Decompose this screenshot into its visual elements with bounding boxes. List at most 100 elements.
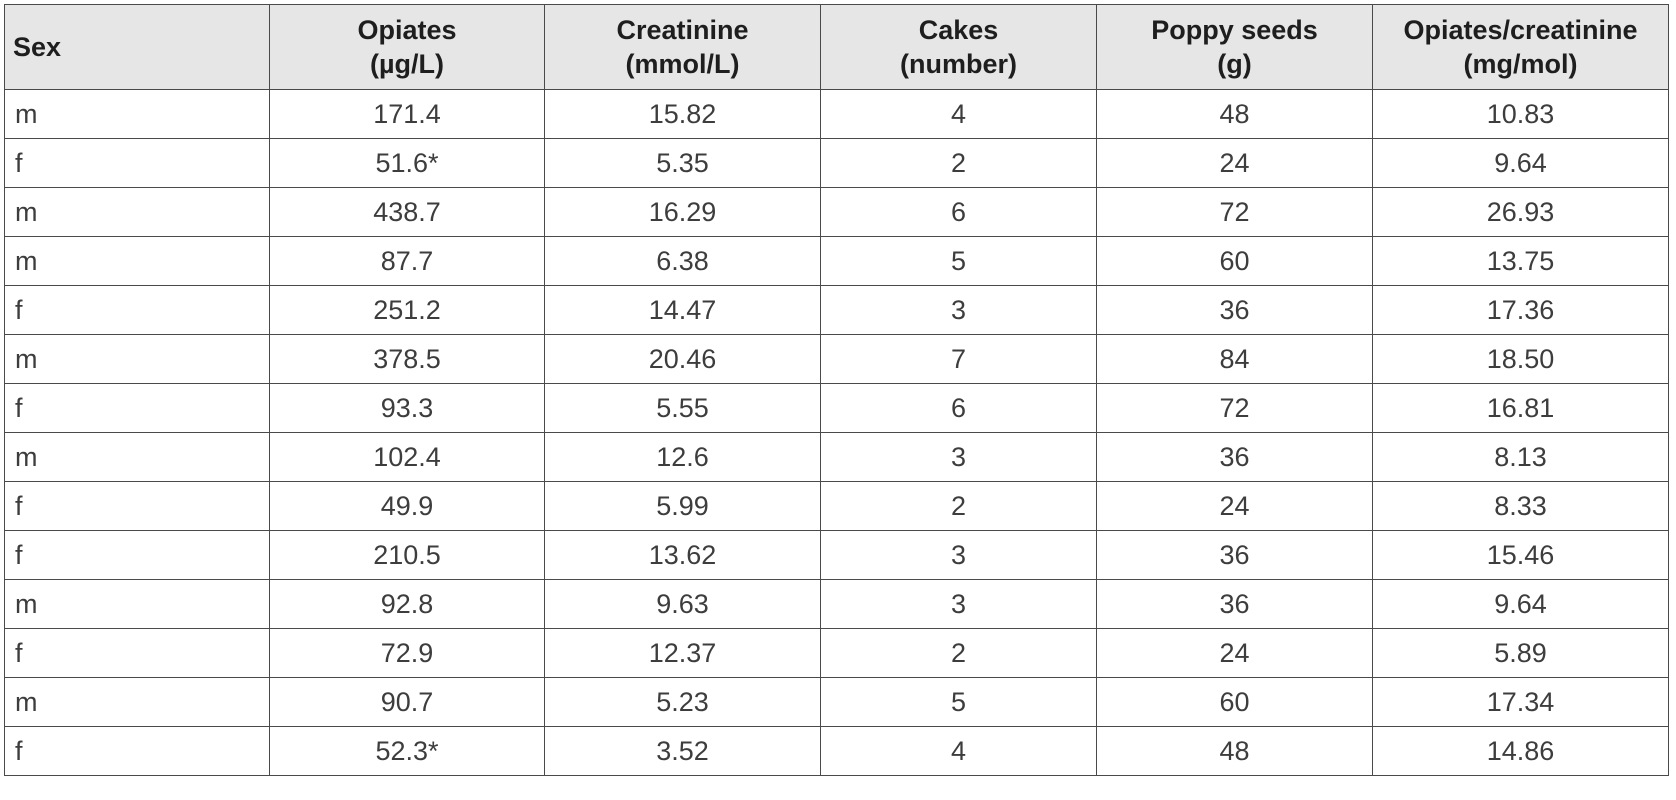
table-row: f 251.2 14.47 3 36 17.36 (4, 285, 1669, 335)
cell-opiates-creatinine: 18.50 (1372, 334, 1669, 384)
opiates-creatinine-table: Sex Opiates (µg/L) Creatinine (mmol/L) C… (4, 4, 1669, 776)
cell-opiates-creatinine: 8.33 (1372, 481, 1669, 531)
header-poppy-seeds-unit: (g) (1217, 49, 1252, 79)
table-row: f 210.5 13.62 3 36 15.46 (4, 530, 1669, 580)
cell-creatinine: 5.23 (544, 677, 821, 727)
cell-poppy-seeds: 48 (1096, 89, 1373, 139)
header-sex: Sex (4, 4, 270, 90)
cell-creatinine: 12.37 (544, 628, 821, 678)
cell-poppy-seeds: 24 (1096, 138, 1373, 188)
cell-sex: f (4, 628, 270, 678)
header-opiates-creatinine-unit: (mg/mol) (1463, 49, 1578, 79)
cell-opiates-creatinine: 13.75 (1372, 236, 1669, 286)
cell-cakes: 7 (820, 334, 1097, 384)
cell-cakes: 2 (820, 628, 1097, 678)
cell-opiates: 438.7 (269, 187, 545, 237)
cell-cakes: 6 (820, 187, 1097, 237)
cell-sex: m (4, 579, 270, 629)
cell-cakes: 3 (820, 432, 1097, 482)
cell-cakes: 6 (820, 383, 1097, 433)
header-opiates-creatinine: Opiates/creatinine (mg/mol) (1372, 4, 1669, 90)
cell-sex: m (4, 236, 270, 286)
header-creatinine-unit: (mmol/L) (625, 49, 740, 79)
cell-sex: m (4, 677, 270, 727)
cell-cakes: 5 (820, 677, 1097, 727)
cell-poppy-seeds: 72 (1096, 383, 1373, 433)
cell-poppy-seeds: 36 (1096, 530, 1373, 580)
header-opiates: Opiates (µg/L) (269, 4, 545, 90)
cell-sex: m (4, 334, 270, 384)
table-row: m 438.7 16.29 6 72 26.93 (4, 187, 1669, 237)
cell-creatinine: 15.82 (544, 89, 821, 139)
header-opiates-label: Opiates (357, 15, 457, 45)
header-opiates-unit: (µg/L) (369, 49, 445, 79)
cell-opiates-creatinine: 9.64 (1372, 579, 1669, 629)
cell-creatinine: 9.63 (544, 579, 821, 629)
cell-opiates: 49.9 (269, 481, 545, 531)
table-row: m 90.7 5.23 5 60 17.34 (4, 677, 1669, 727)
cell-poppy-seeds: 60 (1096, 677, 1373, 727)
cell-opiates-creatinine: 9.64 (1372, 138, 1669, 188)
cell-cakes: 2 (820, 138, 1097, 188)
cell-creatinine: 5.99 (544, 481, 821, 531)
table-row: f 93.3 5.55 6 72 16.81 (4, 383, 1669, 433)
cell-sex: f (4, 530, 270, 580)
cell-opiates: 90.7 (269, 677, 545, 727)
cell-poppy-seeds: 84 (1096, 334, 1373, 384)
cell-sex: f (4, 138, 270, 188)
table-row: f 52.3* 3.52 4 48 14.86 (4, 726, 1669, 776)
cell-sex: m (4, 187, 270, 237)
cell-opiates: 72.9 (269, 628, 545, 678)
cell-opiates: 378.5 (269, 334, 545, 384)
table-row: f 72.9 12.37 2 24 5.89 (4, 628, 1669, 678)
cell-creatinine: 20.46 (544, 334, 821, 384)
table-row: m 102.4 12.6 3 36 8.13 (4, 432, 1669, 482)
cell-opiates: 251.2 (269, 285, 545, 335)
header-row: Sex Opiates (µg/L) Creatinine (mmol/L) C… (4, 4, 1669, 90)
cell-poppy-seeds: 36 (1096, 285, 1373, 335)
cell-poppy-seeds: 24 (1096, 481, 1373, 531)
cell-sex: f (4, 726, 270, 776)
cell-opiates: 93.3 (269, 383, 545, 433)
cell-poppy-seeds: 36 (1096, 432, 1373, 482)
table-row: m 171.4 15.82 4 48 10.83 (4, 89, 1669, 139)
cell-opiates-creatinine: 17.34 (1372, 677, 1669, 727)
cell-creatinine: 14.47 (544, 285, 821, 335)
header-opiates-creatinine-label: Opiates/creatinine (1403, 15, 1638, 45)
cell-creatinine: 3.52 (544, 726, 821, 776)
cell-poppy-seeds: 48 (1096, 726, 1373, 776)
cell-opiates-creatinine: 17.36 (1372, 285, 1669, 335)
cell-sex: f (4, 285, 270, 335)
cell-opiates-creatinine: 5.89 (1372, 628, 1669, 678)
cell-opiates: 102.4 (269, 432, 545, 482)
cell-opiates: 87.7 (269, 236, 545, 286)
cell-sex: m (4, 89, 270, 139)
cell-cakes: 3 (820, 285, 1097, 335)
cell-opiates-creatinine: 15.46 (1372, 530, 1669, 580)
cell-cakes: 2 (820, 481, 1097, 531)
table-row: m 378.5 20.46 7 84 18.50 (4, 334, 1669, 384)
cell-creatinine: 16.29 (544, 187, 821, 237)
cell-poppy-seeds: 24 (1096, 628, 1373, 678)
table-row: m 87.7 6.38 5 60 13.75 (4, 236, 1669, 286)
cell-cakes: 5 (820, 236, 1097, 286)
header-sex-label: Sex (13, 32, 62, 62)
data-table-container: Sex Opiates (µg/L) Creatinine (mmol/L) C… (4, 4, 1669, 776)
table-row: m 92.8 9.63 3 36 9.64 (4, 579, 1669, 629)
cell-creatinine: 13.62 (544, 530, 821, 580)
cell-opiates-creatinine: 10.83 (1372, 89, 1669, 139)
cell-cakes: 3 (820, 579, 1097, 629)
cell-poppy-seeds: 36 (1096, 579, 1373, 629)
table-row: f 49.9 5.99 2 24 8.33 (4, 481, 1669, 531)
cell-opiates: 171.4 (269, 89, 545, 139)
cell-opiates-creatinine: 14.86 (1372, 726, 1669, 776)
cell-cakes: 4 (820, 89, 1097, 139)
cell-creatinine: 6.38 (544, 236, 821, 286)
header-poppy-seeds: Poppy seeds (g) (1096, 4, 1373, 90)
cell-opiates: 210.5 (269, 530, 545, 580)
header-cakes-unit: (number) (900, 49, 1017, 79)
header-cakes: Cakes (number) (820, 4, 1097, 90)
cell-opiates-creatinine: 8.13 (1372, 432, 1669, 482)
table-row: f 51.6* 5.35 2 24 9.64 (4, 138, 1669, 188)
header-creatinine: Creatinine (mmol/L) (544, 4, 821, 90)
